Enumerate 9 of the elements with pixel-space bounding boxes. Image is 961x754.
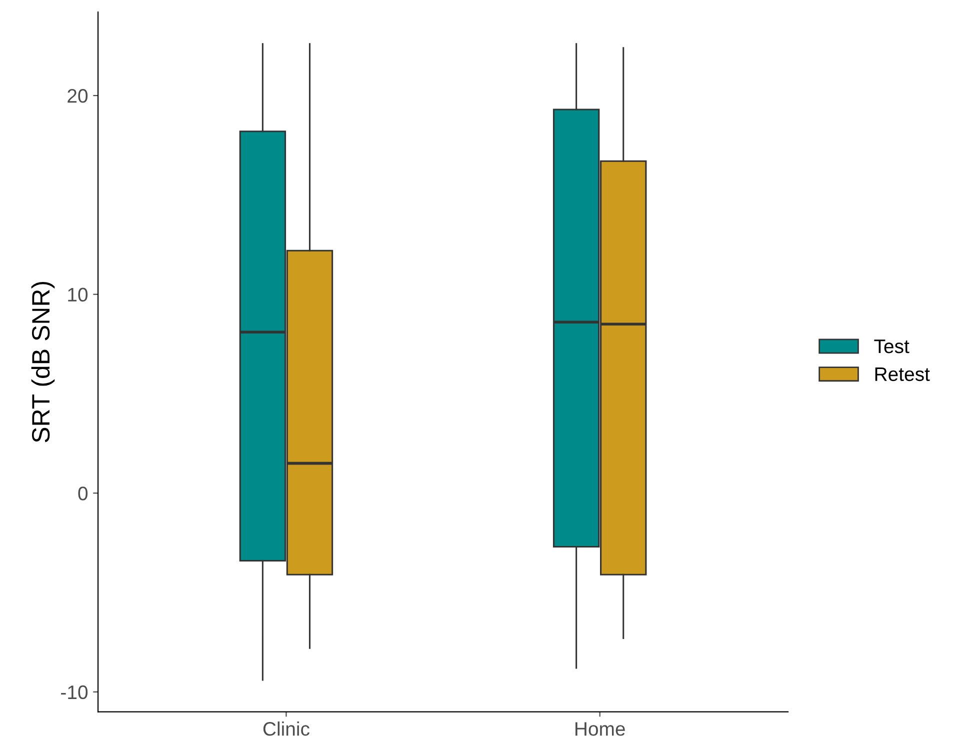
- legend-label: Test: [874, 340, 910, 354]
- legend-label: Retest: [875, 367, 930, 382]
- y-tick-label: 10: [68, 288, 88, 302]
- y-tick-label: -10: [61, 685, 88, 700]
- x-tick-label: Home: [576, 722, 625, 736]
- y-axis-title: SRT (dB SNR): [31, 282, 55, 442]
- y-tick-label: 20: [68, 89, 88, 103]
- x-tick-label: Clinic: [263, 722, 310, 736]
- y-tick-label: 0: [78, 486, 88, 500]
